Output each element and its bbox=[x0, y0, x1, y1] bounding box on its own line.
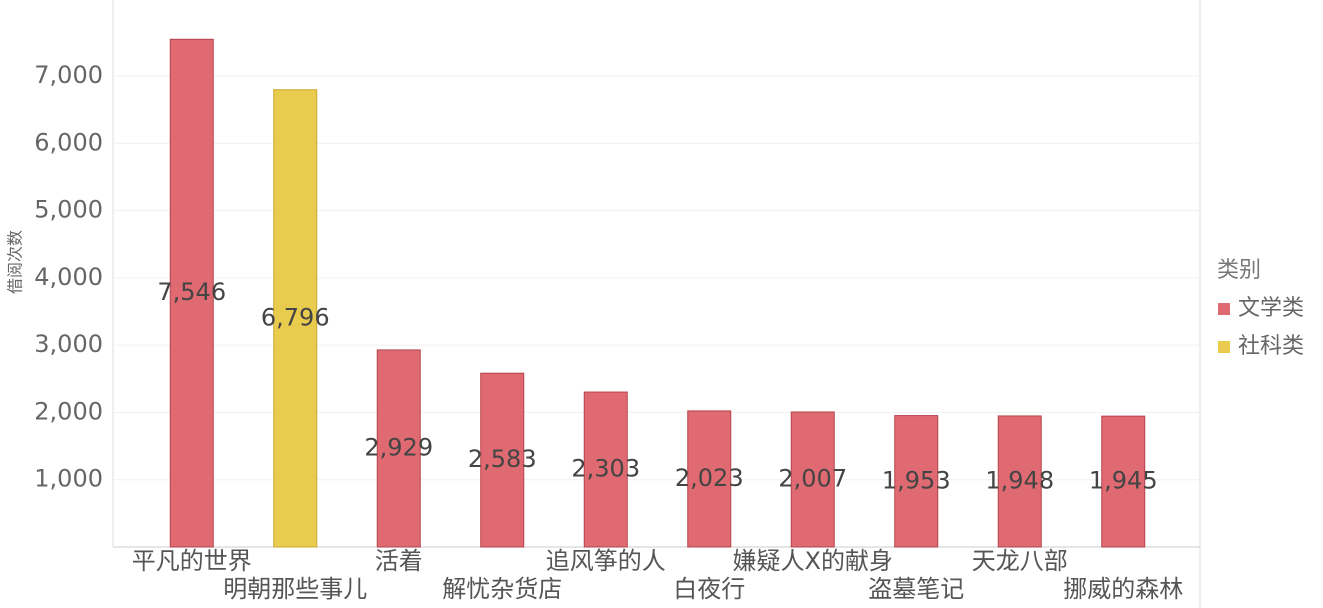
y-tick-label: 4,000 bbox=[34, 263, 103, 291]
y-tick-label: 5,000 bbox=[34, 196, 103, 224]
data-label: 2,023 bbox=[675, 464, 744, 492]
x-tick-label: 活着 bbox=[375, 547, 423, 575]
data-label: 1,945 bbox=[1089, 467, 1158, 495]
x-tick-label: 明朝那些事儿 bbox=[223, 575, 367, 603]
bar bbox=[1101, 415, 1146, 548]
bar bbox=[169, 38, 214, 548]
data-label: 2,303 bbox=[571, 455, 640, 483]
data-label: 1,953 bbox=[882, 466, 951, 494]
x-tick-label: 解忧杂货店 bbox=[442, 575, 562, 603]
data-label: 7,546 bbox=[157, 278, 226, 306]
legend-swatch bbox=[1218, 303, 1230, 315]
data-label: 6,796 bbox=[261, 303, 330, 331]
bar bbox=[790, 411, 835, 548]
x-tick-label: 盗墓笔记 bbox=[868, 575, 964, 603]
legend-swatch bbox=[1218, 341, 1230, 353]
bar bbox=[687, 410, 732, 548]
y-tick-label: 2,000 bbox=[34, 397, 103, 425]
data-label: 2,583 bbox=[468, 445, 537, 473]
data-label: 2,929 bbox=[364, 433, 433, 461]
y-tick-label: 1,000 bbox=[34, 465, 103, 493]
legend-label: 社科类 bbox=[1238, 334, 1304, 359]
y-tick-label: 7,000 bbox=[34, 61, 103, 89]
y-axis-title: 借阅次数 bbox=[6, 230, 25, 294]
y-tick-label: 3,000 bbox=[34, 330, 103, 358]
x-tick-label: 平凡的世界 bbox=[132, 547, 252, 575]
data-label: 2,007 bbox=[778, 464, 847, 492]
x-tick-label: 白夜行 bbox=[673, 575, 745, 603]
y-tick-label: 6,000 bbox=[34, 128, 103, 156]
bar bbox=[997, 415, 1042, 548]
bar bbox=[894, 415, 939, 548]
x-tick-label: 挪威的森林 bbox=[1063, 575, 1183, 603]
legend-label: 文学类 bbox=[1238, 296, 1304, 321]
bar bbox=[583, 391, 628, 548]
x-tick-label: 天龙八部 bbox=[972, 547, 1068, 575]
bar bbox=[273, 89, 318, 548]
bar bbox=[480, 372, 525, 548]
x-tick-label: 嫌疑人X的献身 bbox=[733, 547, 893, 575]
bar bbox=[376, 349, 421, 548]
legend-title: 类别 bbox=[1217, 258, 1261, 283]
x-tick-label: 追风筝的人 bbox=[546, 547, 666, 575]
data-label: 1,948 bbox=[985, 466, 1054, 494]
